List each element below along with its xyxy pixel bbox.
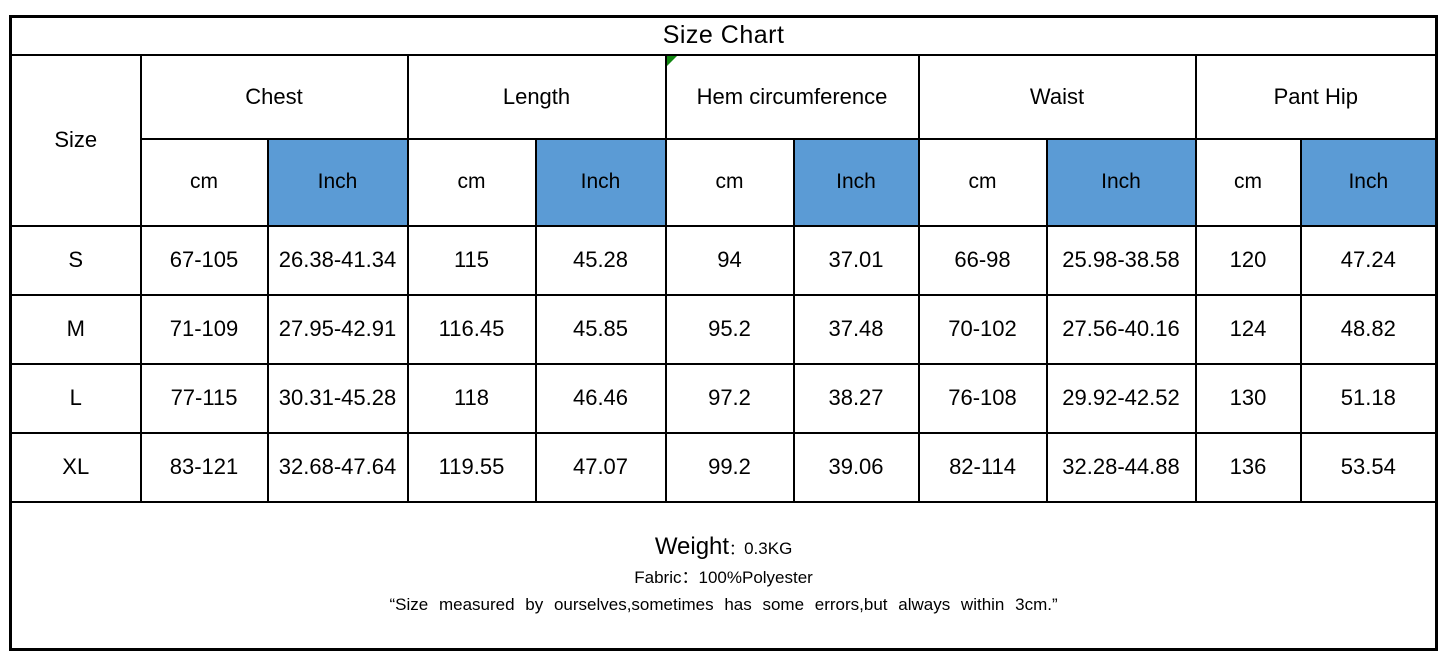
data-cell: 26.38-41.34 xyxy=(266,224,409,296)
size-value: S xyxy=(9,224,142,296)
unit-cell-length-inch: Inch xyxy=(534,137,667,227)
size-value: M xyxy=(9,293,142,365)
data-cell: 51.18 xyxy=(1299,362,1438,434)
size-value: XL xyxy=(9,431,142,503)
data-cell: 45.28 xyxy=(534,224,667,296)
green-corner-marker-icon xyxy=(667,56,678,67)
unit-cell-hem-cm: cm xyxy=(664,137,795,227)
data-cell: 67-105 xyxy=(139,224,269,296)
data-cell: 130 xyxy=(1194,362,1302,434)
data-cell: 95.2 xyxy=(664,293,795,365)
unit-cell-waist-inch: Inch xyxy=(1045,137,1197,227)
unit-cell-waist-cm: cm xyxy=(917,137,1048,227)
data-cell: 99.2 xyxy=(664,431,795,503)
chart-title: Size Chart xyxy=(9,15,1438,56)
weight-line: Weight：0.3KG xyxy=(655,533,792,564)
data-cell: 76-108 xyxy=(917,362,1048,434)
data-cell: 27.56-40.16 xyxy=(1045,293,1197,365)
data-cell: 47.24 xyxy=(1299,224,1438,296)
data-cell: 37.01 xyxy=(792,224,920,296)
data-cell: 136 xyxy=(1194,431,1302,503)
weight-label: Weight xyxy=(654,532,730,560)
col-group-hem-circumference: Hem circumference xyxy=(664,53,920,140)
unit-cell-hem-inch: Inch xyxy=(792,137,920,227)
data-cell: 37.48 xyxy=(792,293,920,365)
table-row-xl: XL 83-121 32.68-47.64 119.55 47.07 99.2 … xyxy=(9,431,1438,503)
data-cell: 120 xyxy=(1194,224,1302,296)
size-value: L xyxy=(9,362,142,434)
col-group-length: Length xyxy=(406,53,667,140)
data-cell: 70-102 xyxy=(917,293,1048,365)
data-cell: 47.07 xyxy=(534,431,667,503)
size-chart-table: Size Chart Size Chest Length Hem circumf… xyxy=(9,15,1439,651)
data-cell: 53.54 xyxy=(1299,431,1438,503)
unit-cell-length-cm: cm xyxy=(406,137,537,227)
data-cell: 29.92-42.52 xyxy=(1045,362,1197,434)
data-cell: 30.31-45.28 xyxy=(266,362,409,434)
data-cell: 32.28-44.88 xyxy=(1045,431,1197,503)
data-cell: 82-114 xyxy=(917,431,1048,503)
data-cell: 45.85 xyxy=(534,293,667,365)
unit-cell-pant-hip-cm: cm xyxy=(1194,137,1302,227)
col-group-pant-hip: Pant Hip xyxy=(1194,53,1438,140)
col-group-chest: Chest xyxy=(139,53,409,140)
data-cell: 94 xyxy=(664,224,795,296)
data-cell: 38.27 xyxy=(792,362,920,434)
col-group-waist: Waist xyxy=(917,53,1197,140)
data-cell: 32.68-47.64 xyxy=(266,431,409,503)
data-cell: 46.46 xyxy=(534,362,667,434)
data-cell: 25.98-38.58 xyxy=(1045,224,1197,296)
data-cell: 66-98 xyxy=(917,224,1048,296)
data-cell: 97.2 xyxy=(664,362,795,434)
weight-value: 0.3KG xyxy=(744,538,793,558)
data-cell: 71-109 xyxy=(139,293,269,365)
weight-colon: ： xyxy=(729,540,745,558)
data-cell: 124 xyxy=(1194,293,1302,365)
data-cell: 118 xyxy=(406,362,537,434)
footer-notes: Weight：0.3KG Fabric：100%Polyester “Size … xyxy=(13,533,1435,618)
measurement-disclaimer: “Size measured by ourselves,sometimes ha… xyxy=(389,594,1058,614)
table-row-m: M 71-109 27.95-42.91 116.45 45.85 95.2 3… xyxy=(9,293,1438,365)
footer-note-cell: Weight：0.3KG Fabric：100%Polyester “Size … xyxy=(9,500,1438,651)
data-cell: 115 xyxy=(406,224,537,296)
unit-cell-chest-inch: Inch xyxy=(266,137,409,227)
data-cell: 77-115 xyxy=(139,362,269,434)
table-row-l: L 77-115 30.31-45.28 118 46.46 97.2 38.2… xyxy=(9,362,1438,434)
unit-cell-chest-cm: cm xyxy=(139,137,269,227)
data-cell: 119.55 xyxy=(406,431,537,503)
data-cell: 27.95-42.91 xyxy=(266,293,409,365)
fabric-line: Fabric：100%Polyester xyxy=(634,567,813,587)
col-header-size: Size xyxy=(9,53,142,227)
data-cell: 116.45 xyxy=(406,293,537,365)
data-cell: 48.82 xyxy=(1299,293,1438,365)
col-group-hem-label: Hem circumference xyxy=(696,83,888,109)
unit-cell-pant-hip-inch: Inch xyxy=(1299,137,1438,227)
data-cell: 39.06 xyxy=(792,431,920,503)
table-row-s: S 67-105 26.38-41.34 115 45.28 94 37.01 … xyxy=(9,224,1438,296)
data-cell: 83-121 xyxy=(139,431,269,503)
